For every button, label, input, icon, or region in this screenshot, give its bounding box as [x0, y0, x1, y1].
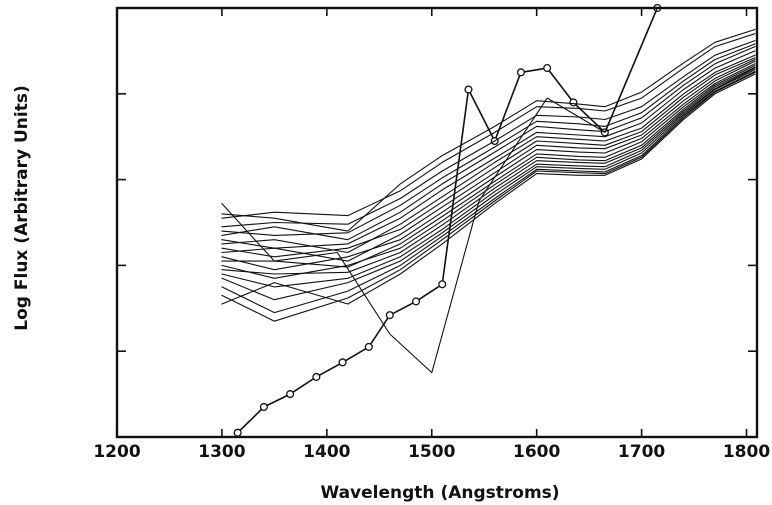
- series-line-6: [221, 46, 756, 241]
- series-2: [221, 7, 658, 374]
- series-7: [221, 50, 756, 249]
- data-point: [286, 390, 295, 399]
- series-11: [221, 60, 756, 271]
- data-point: [233, 428, 242, 437]
- series-line-5: [221, 43, 756, 236]
- series-10: [221, 58, 756, 262]
- series-15: [221, 67, 756, 288]
- series-1: [233, 3, 662, 437]
- series-line-16: [221, 69, 756, 301]
- x-tick-label: 1400: [303, 442, 350, 462]
- x-tick-label: 1700: [618, 442, 665, 462]
- data-point: [438, 280, 447, 289]
- series-8: [221, 54, 756, 254]
- series-line-12: [221, 63, 756, 268]
- y-axis-title: Log Flux (Arbitrary Units): [12, 85, 32, 330]
- x-axis-title: Wavelength (Angstroms): [320, 483, 559, 503]
- series-14: [221, 66, 756, 275]
- x-tick-label: 1200: [93, 442, 140, 462]
- data-point: [338, 358, 347, 367]
- series-line-4: [221, 40, 756, 228]
- x-tick-label: 1300: [198, 442, 245, 462]
- x-tick-label: 1800: [723, 442, 770, 462]
- series-line-9: [221, 57, 756, 258]
- series-line-10: [221, 58, 756, 262]
- x-tick-label: 1600: [513, 442, 560, 462]
- series-line-13: [221, 64, 756, 279]
- series-13: [221, 64, 756, 279]
- series-6: [221, 46, 756, 241]
- series-17: [221, 70, 756, 314]
- data-point: [259, 402, 268, 412]
- series-4: [221, 40, 756, 228]
- series-line-20: [221, 73, 756, 305]
- series-line-14: [221, 66, 756, 275]
- series-line-17: [221, 70, 756, 314]
- series-line-2: [221, 7, 658, 374]
- plot-frame: [115, 6, 759, 439]
- plot-area: 1200 1300 1400 1500 1600 1700 1800: [93, 3, 770, 462]
- series-16: [221, 69, 756, 301]
- data-point: [411, 297, 421, 306]
- data-point: [569, 98, 578, 107]
- series-line-11: [221, 60, 756, 271]
- series-line-19: [221, 28, 756, 232]
- x-tick-label: 1500: [408, 442, 455, 462]
- series-20: [221, 73, 756, 305]
- series-5: [221, 43, 756, 236]
- series-line-15: [221, 67, 756, 288]
- data-point: [516, 68, 525, 77]
- series-line-7: [221, 50, 756, 249]
- series-3: [221, 33, 756, 219]
- series-line-8: [221, 54, 756, 254]
- data-point: [543, 64, 552, 73]
- series-line-3: [221, 33, 756, 219]
- series-12: [221, 63, 756, 268]
- series-9: [221, 57, 756, 258]
- data-point: [364, 342, 373, 351]
- data-point: [385, 311, 394, 320]
- data-point: [312, 372, 321, 381]
- series-line-1: [236, 7, 659, 434]
- series-18: [221, 71, 756, 322]
- series-19: [221, 28, 756, 232]
- series-line-18: [221, 71, 756, 322]
- data-point: [464, 85, 473, 94]
